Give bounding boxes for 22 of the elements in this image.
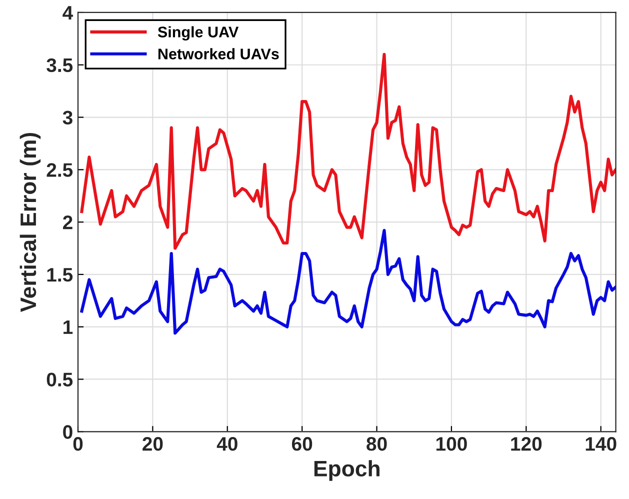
- x-tick-label: 140: [586, 437, 616, 451]
- y-axis-title: Vertical Error (m): [20, 133, 41, 312]
- x-tick-label: 80: [366, 437, 387, 451]
- x-tick-label: 0: [73, 437, 83, 451]
- y-tick-label: 0: [63, 425, 72, 439]
- y-tick-label: 1.5: [47, 268, 73, 282]
- y-tick-label: 4: [62, 6, 74, 20]
- y-tick-label: 1: [64, 320, 73, 334]
- legend-label: Single UAV: [158, 26, 239, 41]
- x-axis-title: Epoch: [314, 460, 380, 481]
- x-tick-label: 60: [292, 437, 312, 451]
- line-series: [80, 228, 616, 335]
- x-tick-label: 20: [142, 437, 163, 451]
- y-tick-label: 3: [62, 110, 72, 125]
- y-tick-label: 2: [62, 216, 72, 230]
- legend-label: Networked UAVs: [158, 48, 279, 60]
- y-tick-label: 3.5: [46, 58, 73, 72]
- y-tick-label: 2.5: [46, 163, 73, 177]
- x-tick-label: 100: [436, 437, 467, 451]
- x-tick-label: 40: [216, 437, 238, 451]
- x-tick-label: 120: [511, 437, 542, 451]
- y-tick-label: 0.5: [46, 372, 73, 386]
